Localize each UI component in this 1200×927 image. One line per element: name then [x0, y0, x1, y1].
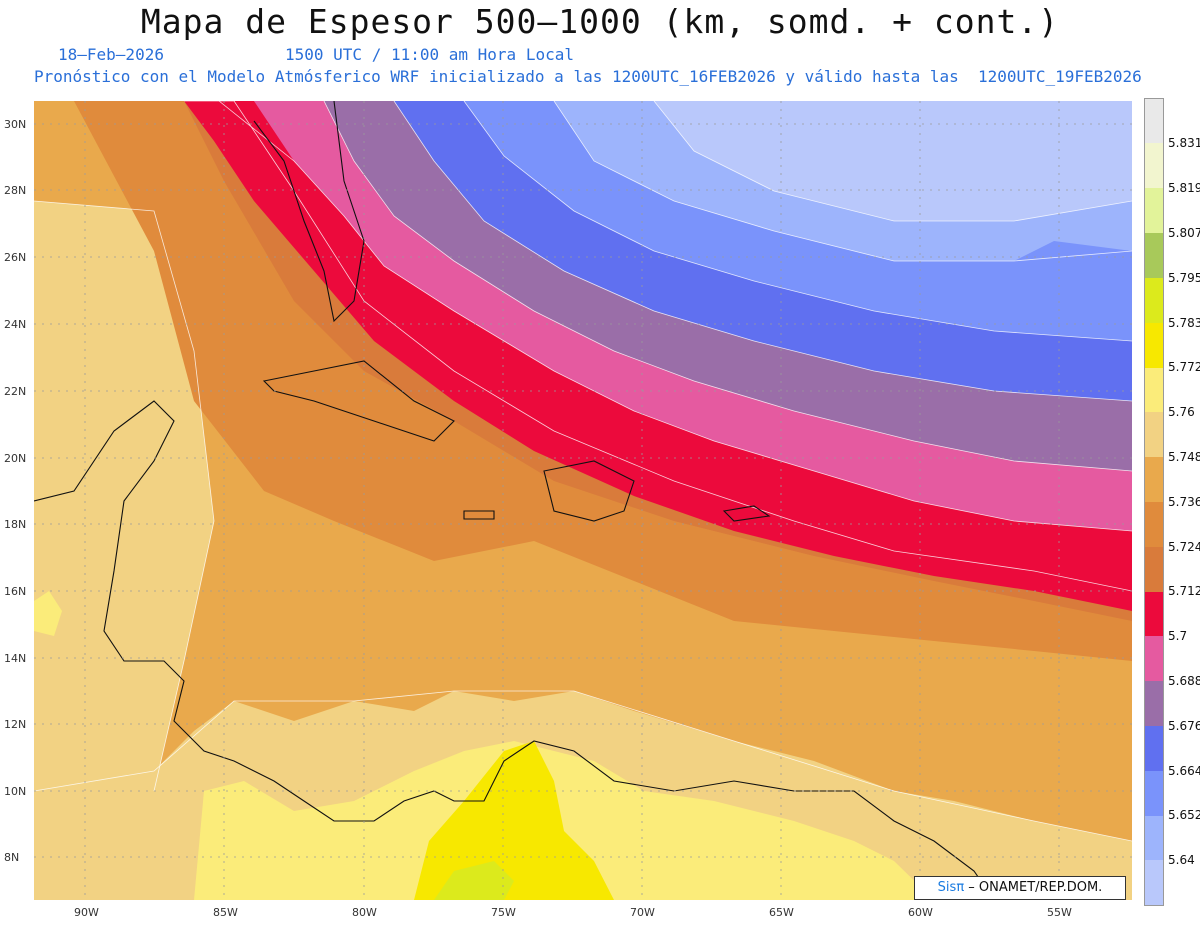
coastlines	[34, 101, 995, 900]
thickness-map	[34, 101, 1132, 900]
colorbar-swatch	[1145, 771, 1163, 816]
lat-label: 24N	[4, 318, 27, 331]
colorbar-swatch	[1145, 636, 1163, 681]
colorbar-level: 5.783	[1168, 316, 1200, 330]
colorbar-level: 5.7	[1168, 629, 1188, 643]
colorbar-level: 5.652	[1168, 808, 1200, 822]
lat-label: 10N	[4, 785, 27, 798]
colorbar-level: 5.676	[1168, 719, 1200, 733]
thickness-band-5772	[414, 741, 614, 900]
colorbar-swatch	[1145, 368, 1163, 412]
lon-label: 55W	[1047, 906, 1072, 919]
colorbar-swatch	[1145, 323, 1163, 368]
thickness-band-5688	[219, 101, 1132, 531]
credit-pi: π	[956, 880, 965, 895]
lon-label: 75W	[491, 906, 516, 919]
colorbar-swatch	[1145, 726, 1163, 771]
colorbar-level: 5.736	[1168, 495, 1200, 509]
colorbar-swatch	[1145, 233, 1163, 278]
colorbar-swatch	[1145, 412, 1163, 457]
credit-sis: Sis	[937, 880, 957, 895]
colorbar-swatch	[1145, 99, 1163, 143]
map-canvas	[34, 101, 1132, 900]
thickness-band-5700	[184, 101, 1132, 611]
lat-label: 16N	[4, 585, 27, 598]
colorbar-level: 5.748	[1168, 450, 1200, 464]
lon-label: 80W	[352, 906, 377, 919]
colorbar-level: 5.664	[1168, 764, 1200, 778]
thickness-band-min	[654, 101, 1132, 221]
lon-label: 70W	[630, 906, 655, 919]
graticule	[34, 101, 1132, 900]
colorbar-swatch	[1145, 681, 1163, 726]
forecast-info: Pronóstico con el Modelo Atmósferico WRF…	[34, 67, 1142, 86]
lat-label: 18N	[4, 518, 27, 531]
lat-label: 14N	[4, 652, 27, 665]
colorbar-swatch	[1145, 592, 1163, 636]
colorbar-swatch	[1145, 188, 1163, 233]
colorbar-swatch	[1145, 457, 1163, 502]
lon-label: 85W	[213, 906, 238, 919]
lon-label: 60W	[908, 906, 933, 919]
lat-label: 12N	[4, 718, 27, 731]
colorbar-level: 5.807	[1168, 226, 1200, 240]
colorbar-level: 5.712	[1168, 584, 1200, 598]
lat-label: 28N	[4, 184, 27, 197]
colorbar-swatch	[1145, 547, 1163, 592]
jamaica-coast	[463, 510, 495, 520]
colorbar-level: 5.76	[1168, 405, 1195, 419]
colorbar-level: 5.819	[1168, 181, 1200, 195]
mainland-coast	[34, 400, 995, 900]
colorbar-level: 5.831	[1168, 136, 1200, 150]
thickness-pocket-west	[34, 591, 62, 636]
thickness-band-5783	[434, 861, 514, 900]
valid-time: 1500 UTC / 11:00 am Hora Local	[285, 45, 574, 64]
thickness-band-5664	[394, 101, 1132, 401]
thickness-band-5712	[184, 101, 1132, 621]
lat-label: 22N	[4, 385, 27, 398]
lat-label: 20N	[4, 452, 27, 465]
colorbar-level: 5.724	[1168, 540, 1200, 554]
colorbar-swatch	[1145, 502, 1163, 547]
lon-label: 65W	[769, 906, 794, 919]
thickness-band-5724	[74, 101, 1132, 661]
florida-coast	[253, 101, 365, 323]
puerto-rico-coast	[722, 505, 771, 522]
credit-text: – ONAMET/REP.DOM.	[968, 880, 1103, 895]
colorbar-swatch	[1145, 278, 1163, 323]
cuba-coast	[262, 360, 455, 442]
lon-label: 90W	[74, 906, 99, 919]
colorbar-level: 5.795	[1168, 271, 1200, 285]
colorbar-level: 5.64	[1168, 853, 1195, 867]
colorbar-level: 5.772	[1168, 360, 1200, 374]
hispaniola-coast	[543, 460, 635, 522]
lat-label: 8N	[4, 851, 20, 864]
colorbar-swatch	[1145, 143, 1163, 188]
valid-date: 18–Feb–2026	[58, 45, 164, 64]
thickness-band-5652	[464, 101, 1132, 341]
lat-label: 30N	[4, 118, 27, 131]
map-title: Mapa de Espesor 500–1000 (km, somd. + co…	[140, 2, 1060, 41]
lat-label: 26N	[4, 251, 27, 264]
credit-box: Sisπ – ONAMET/REP.DOM.	[914, 876, 1126, 900]
colorbar	[1144, 98, 1164, 906]
colorbar-swatch	[1145, 816, 1163, 860]
colorbar-swatch	[1145, 860, 1163, 905]
thickness-band-5760	[194, 741, 934, 900]
colorbar-level: 5.688	[1168, 674, 1200, 688]
